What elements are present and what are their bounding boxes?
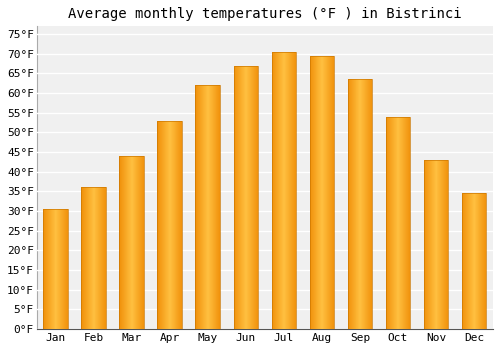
Title: Average monthly temperatures (°F ) in Bistrinci: Average monthly temperatures (°F ) in Bi… [68,7,462,21]
Bar [462,193,486,329]
Bar [386,117,410,329]
Bar [310,56,334,329]
Bar [348,79,372,329]
Bar [424,160,448,329]
Bar [120,156,144,329]
Bar [158,121,182,329]
Bar [272,52,296,329]
Bar [196,85,220,329]
Bar [234,65,258,329]
Bar [44,209,68,329]
Bar [82,187,106,329]
